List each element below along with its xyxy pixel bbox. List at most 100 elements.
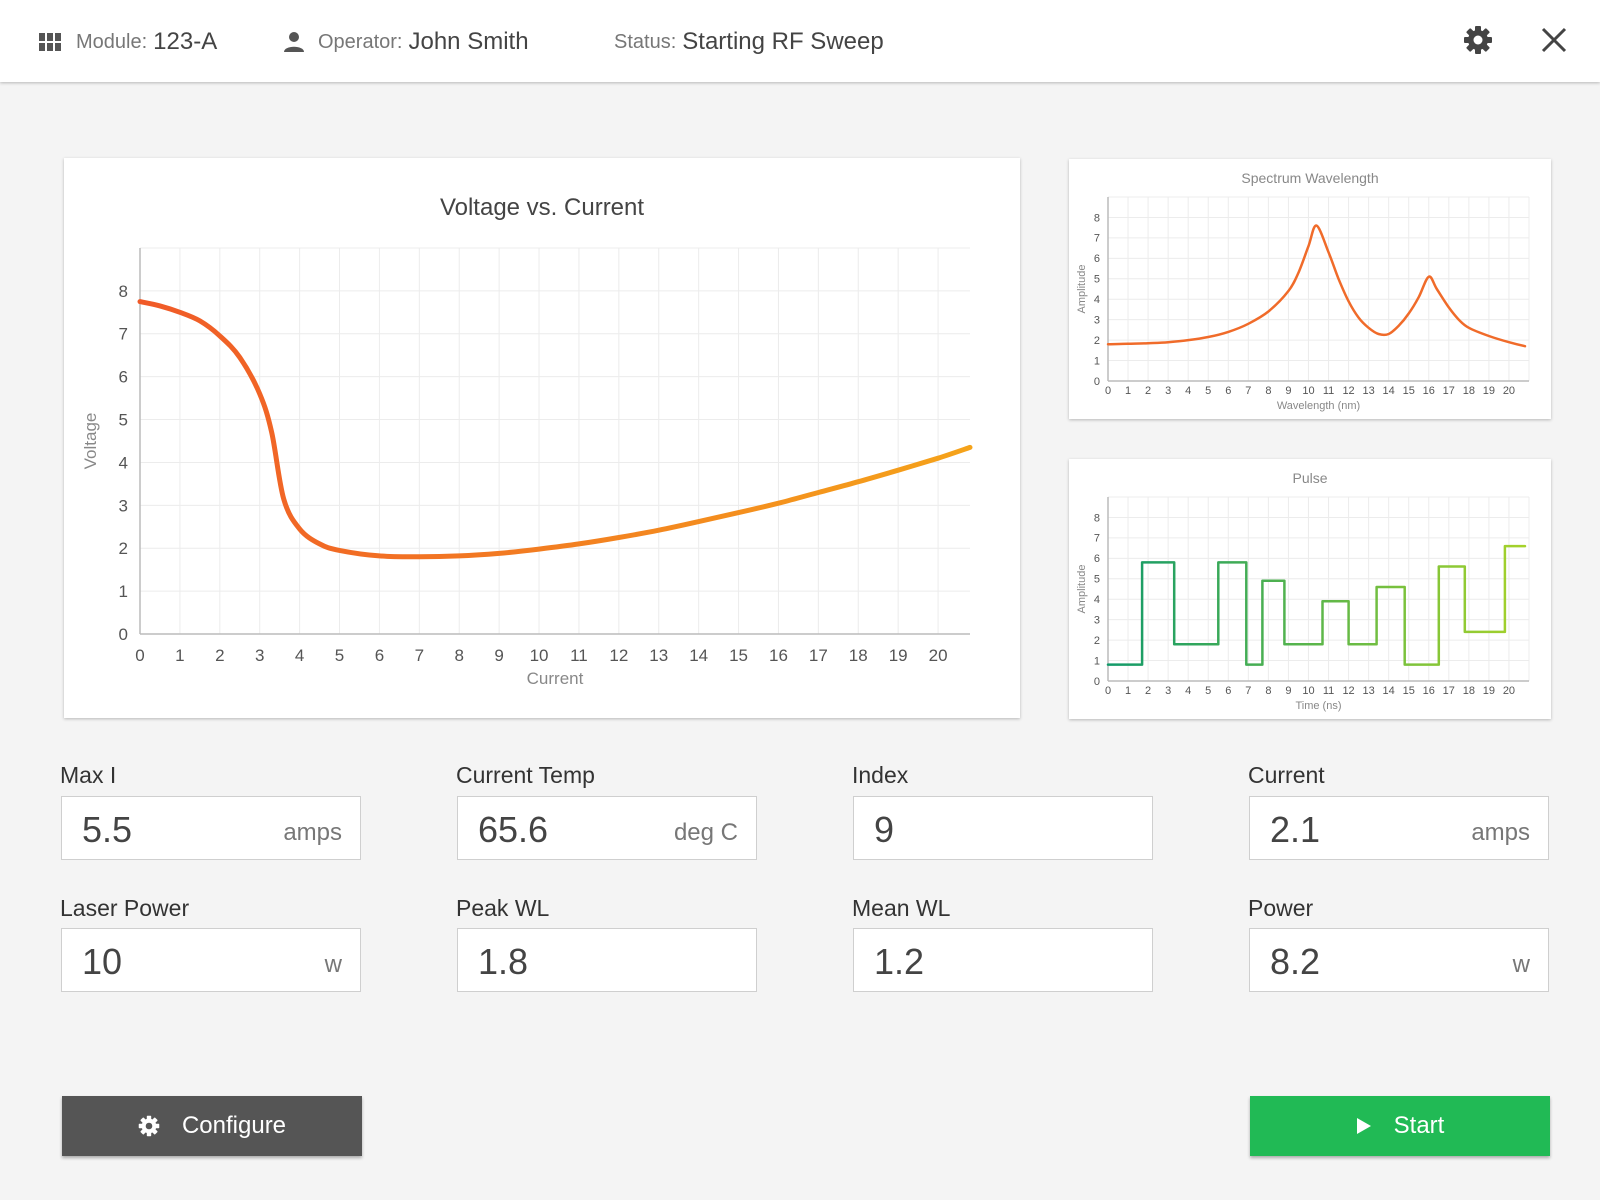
current-temp-field[interactable]: 65.6 deg C <box>457 796 757 860</box>
vc-x-tick: 19 <box>889 646 908 665</box>
vc-x-tick: 1 <box>175 646 184 665</box>
spec-title: Spectrum Wavelength <box>1241 170 1378 186</box>
peak-wl-field[interactable]: 1.8 <box>457 928 757 992</box>
pulse-title: Pulse <box>1292 470 1327 486</box>
current-unit: amps <box>1471 819 1530 846</box>
spec-x-tick: 2 <box>1145 385 1151 397</box>
vc-series-line <box>137 299 973 560</box>
spec-x-tick: 12 <box>1342 385 1354 397</box>
pulse-y-tick: 3 <box>1094 615 1100 627</box>
spec-x-tick: 11 <box>1323 385 1334 397</box>
vc-x-tick: 7 <box>415 646 424 665</box>
spec-x-tick: 20 <box>1503 385 1515 397</box>
current-field[interactable]: 2.1 amps <box>1249 796 1549 860</box>
operator-label: Operator: <box>318 30 403 53</box>
pulse-x-tick: 1 <box>1125 685 1131 697</box>
spec-x-tick: 8 <box>1265 385 1271 397</box>
pulse-x-tick: 14 <box>1383 685 1395 697</box>
pulse-x-tick: 15 <box>1403 685 1415 697</box>
pulse-y-tick: 7 <box>1094 533 1100 545</box>
person-icon <box>282 30 306 54</box>
pulse-x-tick: 4 <box>1185 685 1191 697</box>
configure-label: Configure <box>181 1112 287 1139</box>
vc-x-tick: 10 <box>530 646 549 665</box>
operator-info: Operator: John Smith <box>282 26 529 58</box>
vc-x-tick: 16 <box>769 646 788 665</box>
mean-wl-field[interactable]: 1.2 <box>853 928 1153 992</box>
spec-x-tick: 9 <box>1285 385 1291 397</box>
pulse-y-label: Amplitude <box>1076 565 1088 614</box>
play-icon <box>1356 1117 1372 1135</box>
close-button[interactable] <box>1536 24 1572 60</box>
power-unit: w <box>1512 951 1530 978</box>
index-label: Index <box>852 762 909 788</box>
configure-button[interactable]: Configure <box>62 1096 362 1156</box>
vc-x-tick: 14 <box>689 646 708 665</box>
mean-wl-label: Mean WL <box>852 895 951 921</box>
pulse-x-tick: 7 <box>1245 685 1251 697</box>
voltage-current-chart-card: 0 1 2 3 4 5 6 7 8 9 10 11 12 13 14 15 16 17 18 19 20 0 1 2 3 4 5 6 7… <box>64 158 1020 718</box>
power-field[interactable]: 8.2 w <box>1249 928 1549 992</box>
max-i-unit: amps <box>283 819 342 846</box>
vc-x-tick: 2 <box>215 646 224 665</box>
status-label: Status: <box>614 30 677 53</box>
status-value: Starting RF Sweep <box>682 28 884 55</box>
peak-wl-value: 1.8 <box>478 941 529 982</box>
max-i-field[interactable]: 5.5 amps <box>61 796 361 860</box>
spec-y-tick: 6 <box>1094 253 1100 265</box>
max-i-label: Max I <box>60 762 117 788</box>
max-i-value: 5.5 <box>82 809 133 850</box>
vc-x-tick: 15 <box>729 646 748 665</box>
current-temp-unit: deg C <box>673 819 738 846</box>
pulse-x-tick: 17 <box>1443 685 1455 697</box>
gear-icon <box>138 1115 160 1137</box>
pulse-x-label: Time (ns) <box>1295 700 1341 712</box>
peak-wl-label: Peak WL <box>456 895 550 921</box>
spec-y-tick: 5 <box>1094 274 1100 286</box>
vc-y-tick: 2 <box>119 539 128 558</box>
start-label: Start <box>1393 1112 1445 1139</box>
pulse-y-tick: 6 <box>1094 553 1100 565</box>
power-label: Power <box>1248 895 1314 921</box>
vc-x-tick: 0 <box>135 646 144 665</box>
spec-y-label: Amplitude <box>1076 265 1088 314</box>
vc-x-tick: 13 <box>649 646 668 665</box>
mean-wl-value: 1.2 <box>874 941 925 982</box>
close-icon <box>1541 27 1567 58</box>
vc-x-tick: 11 <box>570 646 588 665</box>
module-info: Module: 123-A <box>38 26 217 58</box>
pulse-x-tick: 11 <box>1323 685 1334 697</box>
spec-y-tick: 0 <box>1094 376 1100 388</box>
pulse-x-tick: 13 <box>1362 685 1374 697</box>
vc-y-tick: 0 <box>119 625 128 644</box>
vc-x-tick: 4 <box>295 646 304 665</box>
current-label: Current <box>1248 762 1325 788</box>
vc-y-tick: 3 <box>119 496 128 515</box>
spec-x-tick: 17 <box>1443 385 1455 397</box>
spec-x-tick: 18 <box>1463 385 1475 397</box>
current-temp-value: 65.6 <box>478 809 549 850</box>
index-field[interactable]: 9 <box>853 796 1153 860</box>
settings-button[interactable] <box>1460 24 1496 60</box>
top-bar: Module: 123-A Operator: John Smith Statu… <box>0 0 1600 82</box>
spec-x-tick: 10 <box>1302 385 1314 397</box>
pulse-x-tick: 9 <box>1285 685 1291 697</box>
spec-x-tick: 13 <box>1362 385 1374 397</box>
pulse-x-tick: 20 <box>1503 685 1515 697</box>
spec-x-tick: 15 <box>1403 385 1415 397</box>
start-button[interactable]: Start <box>1250 1096 1550 1156</box>
pulse-x-tick: 8 <box>1265 685 1271 697</box>
spec-x-tick: 0 <box>1105 385 1111 397</box>
pulse-chart-card: 0 1 2 3 4 5 6 7 8 9 10 11 12 13 14 15 16 17 18 19 20 0 1 2 3 4 5 6 7… <box>1069 459 1551 719</box>
pulse-chart: 0 1 2 3 4 5 6 7 8 9 10 11 12 13 14 15 16 17 18 19 2001234567… <box>1076 470 1530 712</box>
pulse-x-tick: 6 <box>1225 685 1231 697</box>
vc-y-tick: 8 <box>119 282 128 301</box>
spec-x-tick: 6 <box>1225 385 1231 397</box>
pulse-y-tick: 0 <box>1094 676 1100 688</box>
vc-y-tick: 7 <box>119 325 128 344</box>
laser-power-field[interactable]: 10 w <box>61 928 361 992</box>
pulse-y-tick: 1 <box>1094 655 1100 667</box>
spec-x-tick: 4 <box>1185 385 1191 397</box>
spec-x-tick: 7 <box>1245 385 1251 397</box>
spec-x-label: Wavelength (nm) <box>1277 400 1360 412</box>
